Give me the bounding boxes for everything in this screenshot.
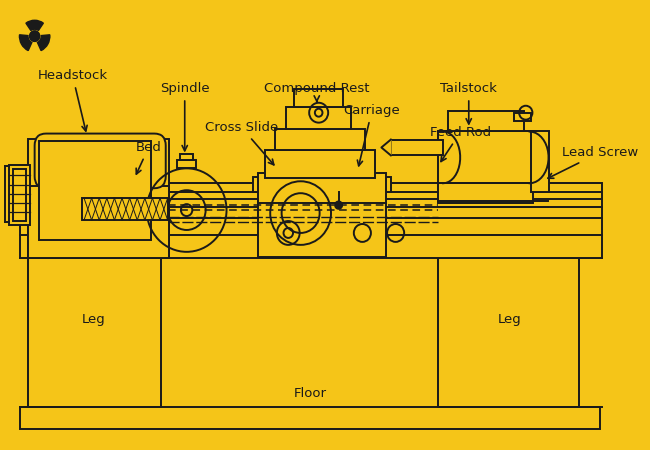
Polygon shape (335, 201, 343, 209)
Bar (294, 89, 343, 107)
Bar (391, 140, 443, 155)
Bar (13, 169, 26, 221)
Wedge shape (38, 35, 50, 50)
Text: Floor: Floor (294, 387, 326, 400)
Bar (28, 139, 168, 258)
Text: Tailstock: Tailstock (440, 82, 497, 124)
Bar (20, 407, 600, 429)
Text: Compound Rest: Compound Rest (264, 82, 369, 101)
Circle shape (30, 31, 40, 41)
Bar (28, 186, 168, 258)
Bar (177, 160, 196, 168)
Text: Bed: Bed (136, 141, 162, 174)
Bar (82, 198, 168, 220)
Bar (9, 165, 30, 225)
Text: Spindle: Spindle (160, 82, 209, 151)
Bar (448, 111, 524, 130)
Bar (258, 173, 386, 203)
Bar (180, 154, 193, 160)
Text: Headstock: Headstock (38, 69, 108, 131)
Polygon shape (382, 140, 391, 155)
Bar (28, 258, 161, 407)
Bar (532, 130, 549, 192)
Wedge shape (20, 35, 32, 50)
Bar (514, 112, 532, 121)
Text: Lead Screw: Lead Screw (548, 146, 638, 178)
Text: Cross Slide: Cross Slide (205, 121, 278, 165)
Bar (438, 183, 534, 203)
FancyBboxPatch shape (34, 134, 166, 188)
Text: Leg: Leg (498, 313, 521, 326)
Bar (265, 150, 374, 178)
Bar (40, 140, 151, 240)
Bar (287, 107, 351, 129)
Text: Leg: Leg (82, 313, 105, 326)
Bar (20, 183, 602, 258)
Text: Carriage: Carriage (343, 104, 400, 166)
Bar (253, 177, 391, 192)
Bar (438, 130, 534, 183)
Text: Feed Rod: Feed Rod (430, 126, 491, 162)
Bar (258, 202, 386, 257)
Bar (438, 258, 579, 407)
Wedge shape (26, 20, 44, 31)
Bar (275, 129, 365, 150)
